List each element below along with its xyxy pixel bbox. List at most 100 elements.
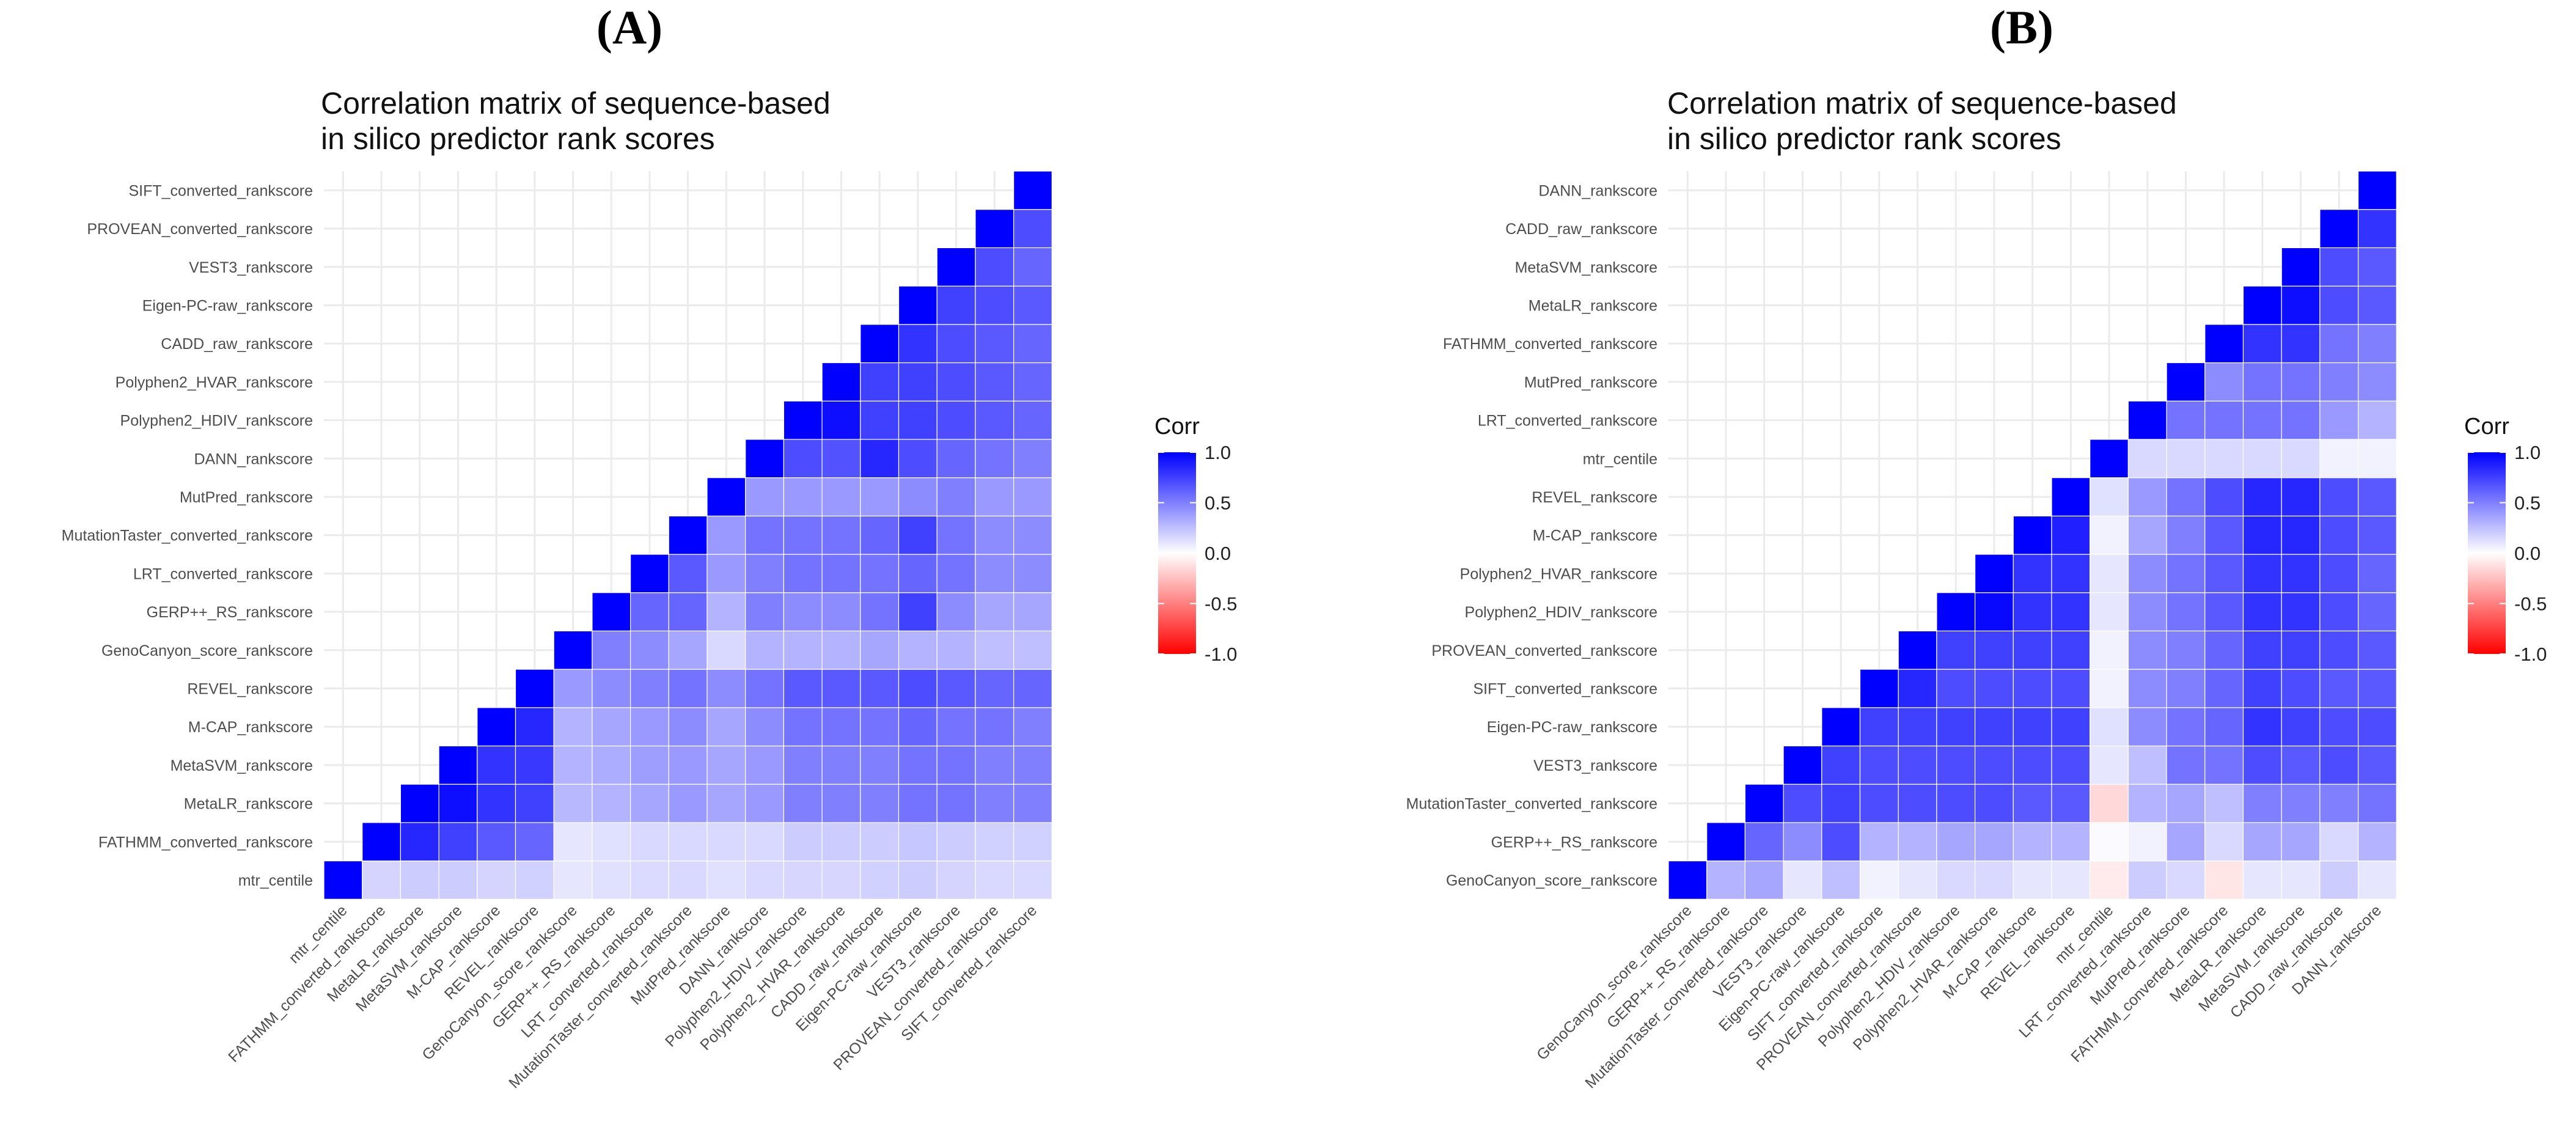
y-tick-label: GERP++_RS_rankscore — [147, 604, 313, 621]
heatmap-cell — [783, 515, 823, 555]
heatmap-cell — [860, 630, 900, 670]
y-tick-label: mtr_centile — [1583, 450, 1657, 468]
chart-title-line1-b: Correlation matrix of sequence-based — [1667, 86, 2177, 120]
heatmap-cell — [898, 554, 938, 593]
heatmap-cell — [745, 784, 784, 823]
heatmap-cell — [2090, 784, 2129, 823]
heatmap-cell — [2281, 477, 2321, 516]
heatmap-cell — [1013, 171, 1052, 210]
chart-title-b: Correlation matrix of sequence-based in … — [1667, 86, 2177, 156]
heatmap-cell — [975, 784, 1015, 823]
heatmap-cell — [2204, 554, 2244, 593]
heatmap-cell — [2090, 554, 2129, 593]
heatmap-cell — [515, 745, 554, 785]
panel-b: (B) Correlation matrix of sequence-based… — [1288, 0, 2576, 1127]
x-axis-labels-b: GenoCanyon_score_rankscoreGERP++_RS_rank… — [1533, 902, 2385, 1092]
heatmap-cell — [2357, 515, 2397, 555]
heatmap-cell — [2204, 822, 2244, 862]
heatmap-cell — [1744, 822, 1784, 862]
legend-title: Corr — [1154, 414, 1200, 439]
heatmap-cell — [2127, 592, 2167, 632]
heatmap-cell — [2357, 247, 2397, 287]
x-tick-label: GenoCanyon_score_rankscore — [1533, 902, 1695, 1063]
heatmap-cell — [2319, 630, 2359, 670]
heatmap-cell — [975, 439, 1015, 479]
heatmap-cell — [668, 669, 708, 708]
legend-tick-label: -1.0 — [2514, 644, 2547, 665]
heatmap-cell — [2127, 822, 2167, 862]
heatmap-cell — [2281, 745, 2321, 785]
heatmap-cell — [1898, 784, 1937, 823]
heatmap-cell — [2281, 669, 2321, 708]
heatmap-cell — [2013, 745, 2052, 785]
heatmap-cell — [975, 324, 1015, 364]
heatmap-cell — [2090, 477, 2129, 516]
y-tick-label: FATHMM_converted_rankscore — [1443, 336, 1657, 353]
heatmap-cell — [1013, 860, 1052, 900]
heatmap-cell — [2090, 630, 2129, 670]
y-tick-label: DANN_rankscore — [194, 450, 313, 468]
heatmap-cell — [1974, 630, 2014, 670]
heatmap-cell — [706, 707, 746, 747]
heatmap-cell — [936, 400, 976, 440]
heatmap-cell — [2090, 860, 2129, 900]
heatmap-cell — [1013, 362, 1052, 402]
heatmap-cell — [2357, 630, 2397, 670]
heatmap-cell — [1859, 669, 1899, 708]
heatmap-cell — [975, 247, 1015, 287]
heatmap-cell — [2281, 630, 2321, 670]
heatmap-cell — [2281, 400, 2321, 440]
chart-title-line1-a: Correlation matrix of sequence-based — [321, 86, 831, 120]
heatmap-cell — [898, 477, 938, 516]
heatmap-cell — [1013, 209, 1052, 249]
y-tick-label: LRT_converted_rankscore — [1478, 413, 1657, 430]
legend-tick-label: 0.5 — [2514, 493, 2541, 514]
heatmap-cell — [2281, 247, 2321, 287]
heatmap-cell — [2357, 324, 2397, 364]
heatmap-cell — [860, 860, 900, 900]
heatmap-cell — [477, 707, 516, 747]
y-tick-label: Eigen-PC-raw_rankscore — [142, 297, 313, 314]
heatmap-cell — [2242, 860, 2282, 900]
heatmap-cell — [362, 822, 402, 862]
heatmap-cell — [2127, 477, 2167, 516]
y-tick-label: Polyphen2_HDIV_rankscore — [120, 413, 313, 430]
heatmap-cell — [592, 669, 631, 708]
heatmap-cell — [745, 515, 784, 555]
heatmap-cell — [1706, 860, 1746, 900]
heatmap-cell — [2204, 707, 2244, 747]
heatmap-cell — [2319, 515, 2359, 555]
heatmap-cell — [975, 669, 1015, 708]
heatmap-cell — [629, 669, 669, 708]
heatmap-cell — [2166, 822, 2206, 862]
heatmap-cell — [592, 630, 631, 670]
heatmap-cell — [2127, 669, 2167, 708]
heatmap-cell — [2357, 400, 2397, 440]
heatmap-cell — [975, 630, 1015, 670]
heatmap-cell — [898, 439, 938, 479]
heatmap-cell — [2242, 630, 2282, 670]
heatmap-cell — [936, 707, 976, 747]
heatmap-cell — [2051, 860, 2091, 900]
heatmap-cell — [438, 822, 478, 862]
heatmap-cell — [821, 400, 861, 440]
heatmap-cell — [1013, 439, 1052, 479]
heatmap-cell — [860, 822, 900, 862]
heatmap-cell — [975, 362, 1015, 402]
heatmap-cell — [553, 669, 593, 708]
y-tick-label: MetaLR_rankscore — [184, 796, 313, 813]
heatmap-cell — [2204, 477, 2244, 516]
heatmap-b: GenoCanyon_score_rankscore GERP++_RS_rank… — [1406, 171, 2547, 1092]
heatmap-cell — [1744, 860, 1784, 900]
heatmap-cell — [2013, 860, 2052, 900]
heatmap-cell — [2090, 515, 2129, 555]
y-tick-label: LRT_converted_rankscore — [133, 565, 313, 582]
heatmap-cell — [745, 477, 784, 516]
heatmap-cell — [2357, 669, 2397, 708]
heatmap-cell — [2357, 745, 2397, 785]
heatmap-cell — [2051, 592, 2091, 632]
heatmap-cell — [2090, 822, 2129, 862]
heatmap-cell — [629, 707, 669, 747]
heatmap-cell — [745, 669, 784, 708]
heatmap-cell — [592, 707, 631, 747]
